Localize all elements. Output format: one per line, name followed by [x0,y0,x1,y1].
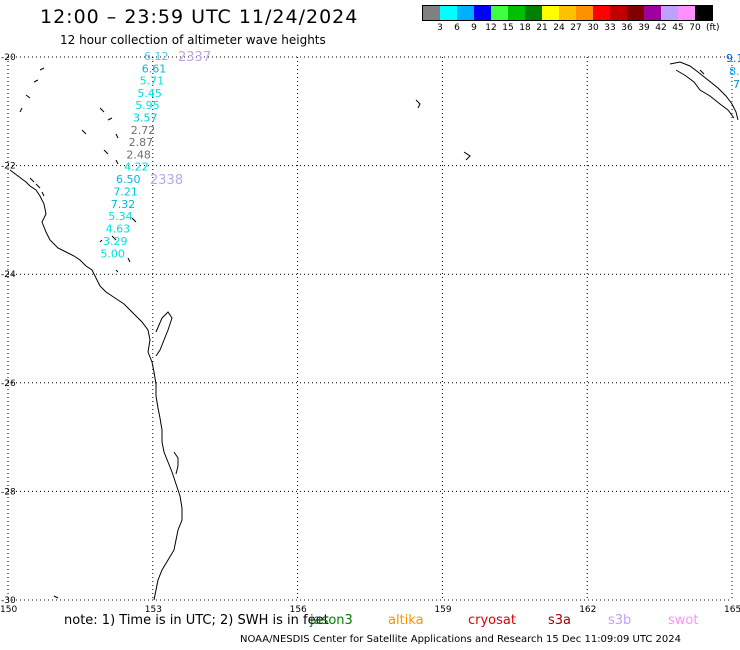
colorbar-swatch [423,6,440,20]
footer-credit: NOAA/NESDIS Center for Satellite Applica… [240,634,682,645]
wave-height-value: 6.12 [144,50,169,63]
longitude-label: 156 [290,605,307,615]
wave-height-value: 3.29 [103,235,128,248]
colorbar-swatch [678,6,695,20]
wave-height-value: 6.61 [142,62,167,75]
colorbar-swatch [644,6,661,20]
longitude-label: 165 [724,605,740,615]
pass-number-label: 2338 [150,173,183,188]
colorbar-tick-label: 27 [570,23,582,33]
longitude-label: 150 [0,605,17,615]
stradbroke-island-coastline [173,451,179,475]
wave-height-value: 7.21 [113,185,137,198]
mission-label: swot [668,613,699,628]
colorbar-labels: 3 6 9 12 15 18 21 24 27 30 33 36 39 42 45 70 (ft) [422,21,719,33]
mission-label: jason3 [310,613,353,628]
colorbar-swatch [542,6,559,20]
wave-height-value: 8. [729,65,740,78]
colorbar-tick-label: 42 [655,23,667,33]
colorbar-swatch [627,6,644,20]
wave-height-value: 7.32 [111,198,136,211]
pass-number-label: 2337 [178,50,211,65]
latitude-label: -22 [1,162,16,172]
wave-height-value: 4.22 [124,161,149,174]
colorbar-swatches [422,5,713,21]
colorbar-swatch [508,6,525,20]
colorbar-tick-label: 30 [587,23,599,33]
wave-height-value: 2.48 [126,148,150,161]
mission-label: s3b [608,613,632,628]
colorbar-swatch [440,6,457,20]
colorbar-swatch [525,6,542,20]
colorbar-tick-label: 6 [454,23,460,33]
wave-height-value: 5.00 [100,247,125,260]
wave-height-value: 7 [733,78,740,91]
colorbar-tick-label: 21 [536,23,548,33]
longitude-label: 153 [145,605,162,615]
reef-islands [19,67,471,599]
colorbar-legend: 3 6 9 12 15 18 21 24 27 30 33 36 39 42 45 70 (ft) [422,5,720,33]
new-caledonia-coastline [669,61,739,121]
colorbar-swatch [559,6,576,20]
colorbar-swatch [457,6,474,20]
latitude-label: -28 [1,487,16,497]
colorbar-swatch [491,6,508,20]
colorbar-tick-label: 9 [471,23,477,33]
colorbar-tick-label: 15 [502,23,514,33]
wave-height-value: 5.71 [140,75,165,88]
colorbar-tick-label: 33 [604,23,616,33]
colorbar-swatch [474,6,491,20]
wave-height-value: 3.57 [133,112,158,125]
colorbar-tick-label: 3 [437,23,443,33]
colorbar-swatch [661,6,678,20]
wave-height-value: 5.34 [108,210,133,223]
mission-label: altika [388,613,424,628]
latitude-label: -26 [1,379,16,389]
map-title: 12:00 – 23:59 UTC 11/24/2024 [40,6,359,28]
wave-height-value: 5.95 [135,99,160,112]
latitude-label: -24 [1,270,16,280]
colorbar-tick-label: 36 [621,23,633,33]
colorbar-tick-label: 18 [519,23,531,33]
colorbar-swatch [593,6,610,20]
altimeter-tracks: 2337 6.126.615.715.455.953.572.722.872.48… [100,50,740,260]
wave-height-value: 6.50 [116,173,141,186]
australia-coastline [9,169,183,601]
wave-height-value: 2.87 [129,136,154,149]
wave-height-value: 4.63 [106,223,131,236]
colorbar-tick-label: 39 [638,23,650,33]
colorbar-swatch [610,6,627,20]
colorbar-swatch [576,6,593,20]
colorbar-swatch [695,6,712,20]
wave-height-value: 9.1 [726,52,740,65]
latitude-label: -30 [1,596,16,606]
colorbar-tick-label: 12 [485,23,497,33]
wave-height-value: 2.72 [131,124,156,137]
mission-label: cryosat [468,613,516,628]
wave-height-value: 5.45 [137,87,162,100]
footer-note: note: 1) Time is in UTC; 2) SWH is in fe… [64,613,329,628]
longitude-label: 162 [579,605,596,615]
colorbar-tick-label: 45 [672,23,684,33]
map-subtitle: 12 hour collection of altimeter wave hei… [60,33,326,47]
colorbar-tick-label: 70 [689,23,701,33]
colorbar-unit: (ft) [706,23,720,33]
mission-label: s3a [548,613,572,628]
colorbar-tick-label: 24 [553,23,565,33]
fraser-island-coastline [155,311,173,357]
longitude-label: 159 [434,605,451,615]
whitsunday-islands [29,177,45,197]
